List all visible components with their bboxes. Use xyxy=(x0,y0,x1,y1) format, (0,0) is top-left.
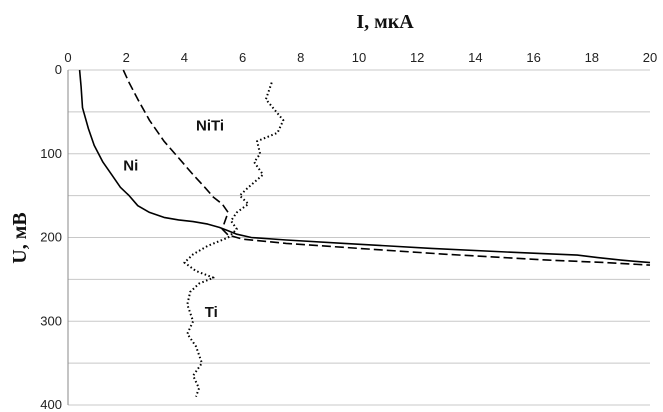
series-line-niti xyxy=(122,69,651,266)
x-tick-label: 12 xyxy=(410,50,424,65)
series-label-ti: Ti xyxy=(205,304,218,321)
x-tick-label: 0 xyxy=(64,50,71,65)
x-tick-label: 20 xyxy=(643,50,657,65)
x-tick-label: 18 xyxy=(585,50,599,65)
x-tick-label: 8 xyxy=(297,50,304,65)
y-tick-label: 100 xyxy=(40,146,62,161)
grid-layer xyxy=(67,69,650,406)
x-axis-title: I, мкА xyxy=(356,11,414,33)
series-label-niti: NiTi xyxy=(196,117,224,134)
x-tick-label: 16 xyxy=(526,50,540,65)
series-line-ti xyxy=(183,82,285,397)
series-line-ni xyxy=(78,69,651,264)
y-tick-label: 300 xyxy=(40,313,62,328)
y-tick-label: 0 xyxy=(55,62,62,77)
series-layer xyxy=(78,69,651,397)
y-axis-title: U, мВ xyxy=(9,212,31,263)
y-tick-label: 200 xyxy=(40,230,62,245)
y-tick-label: 400 xyxy=(40,397,62,412)
x-tick-label: 4 xyxy=(181,50,188,65)
x-tick-label: 6 xyxy=(239,50,246,65)
x-tick-label: 14 xyxy=(468,50,482,65)
x-tick-label: 10 xyxy=(352,50,366,65)
x-tick-label: 2 xyxy=(123,50,130,65)
series-label-ni: Ni xyxy=(123,158,138,175)
